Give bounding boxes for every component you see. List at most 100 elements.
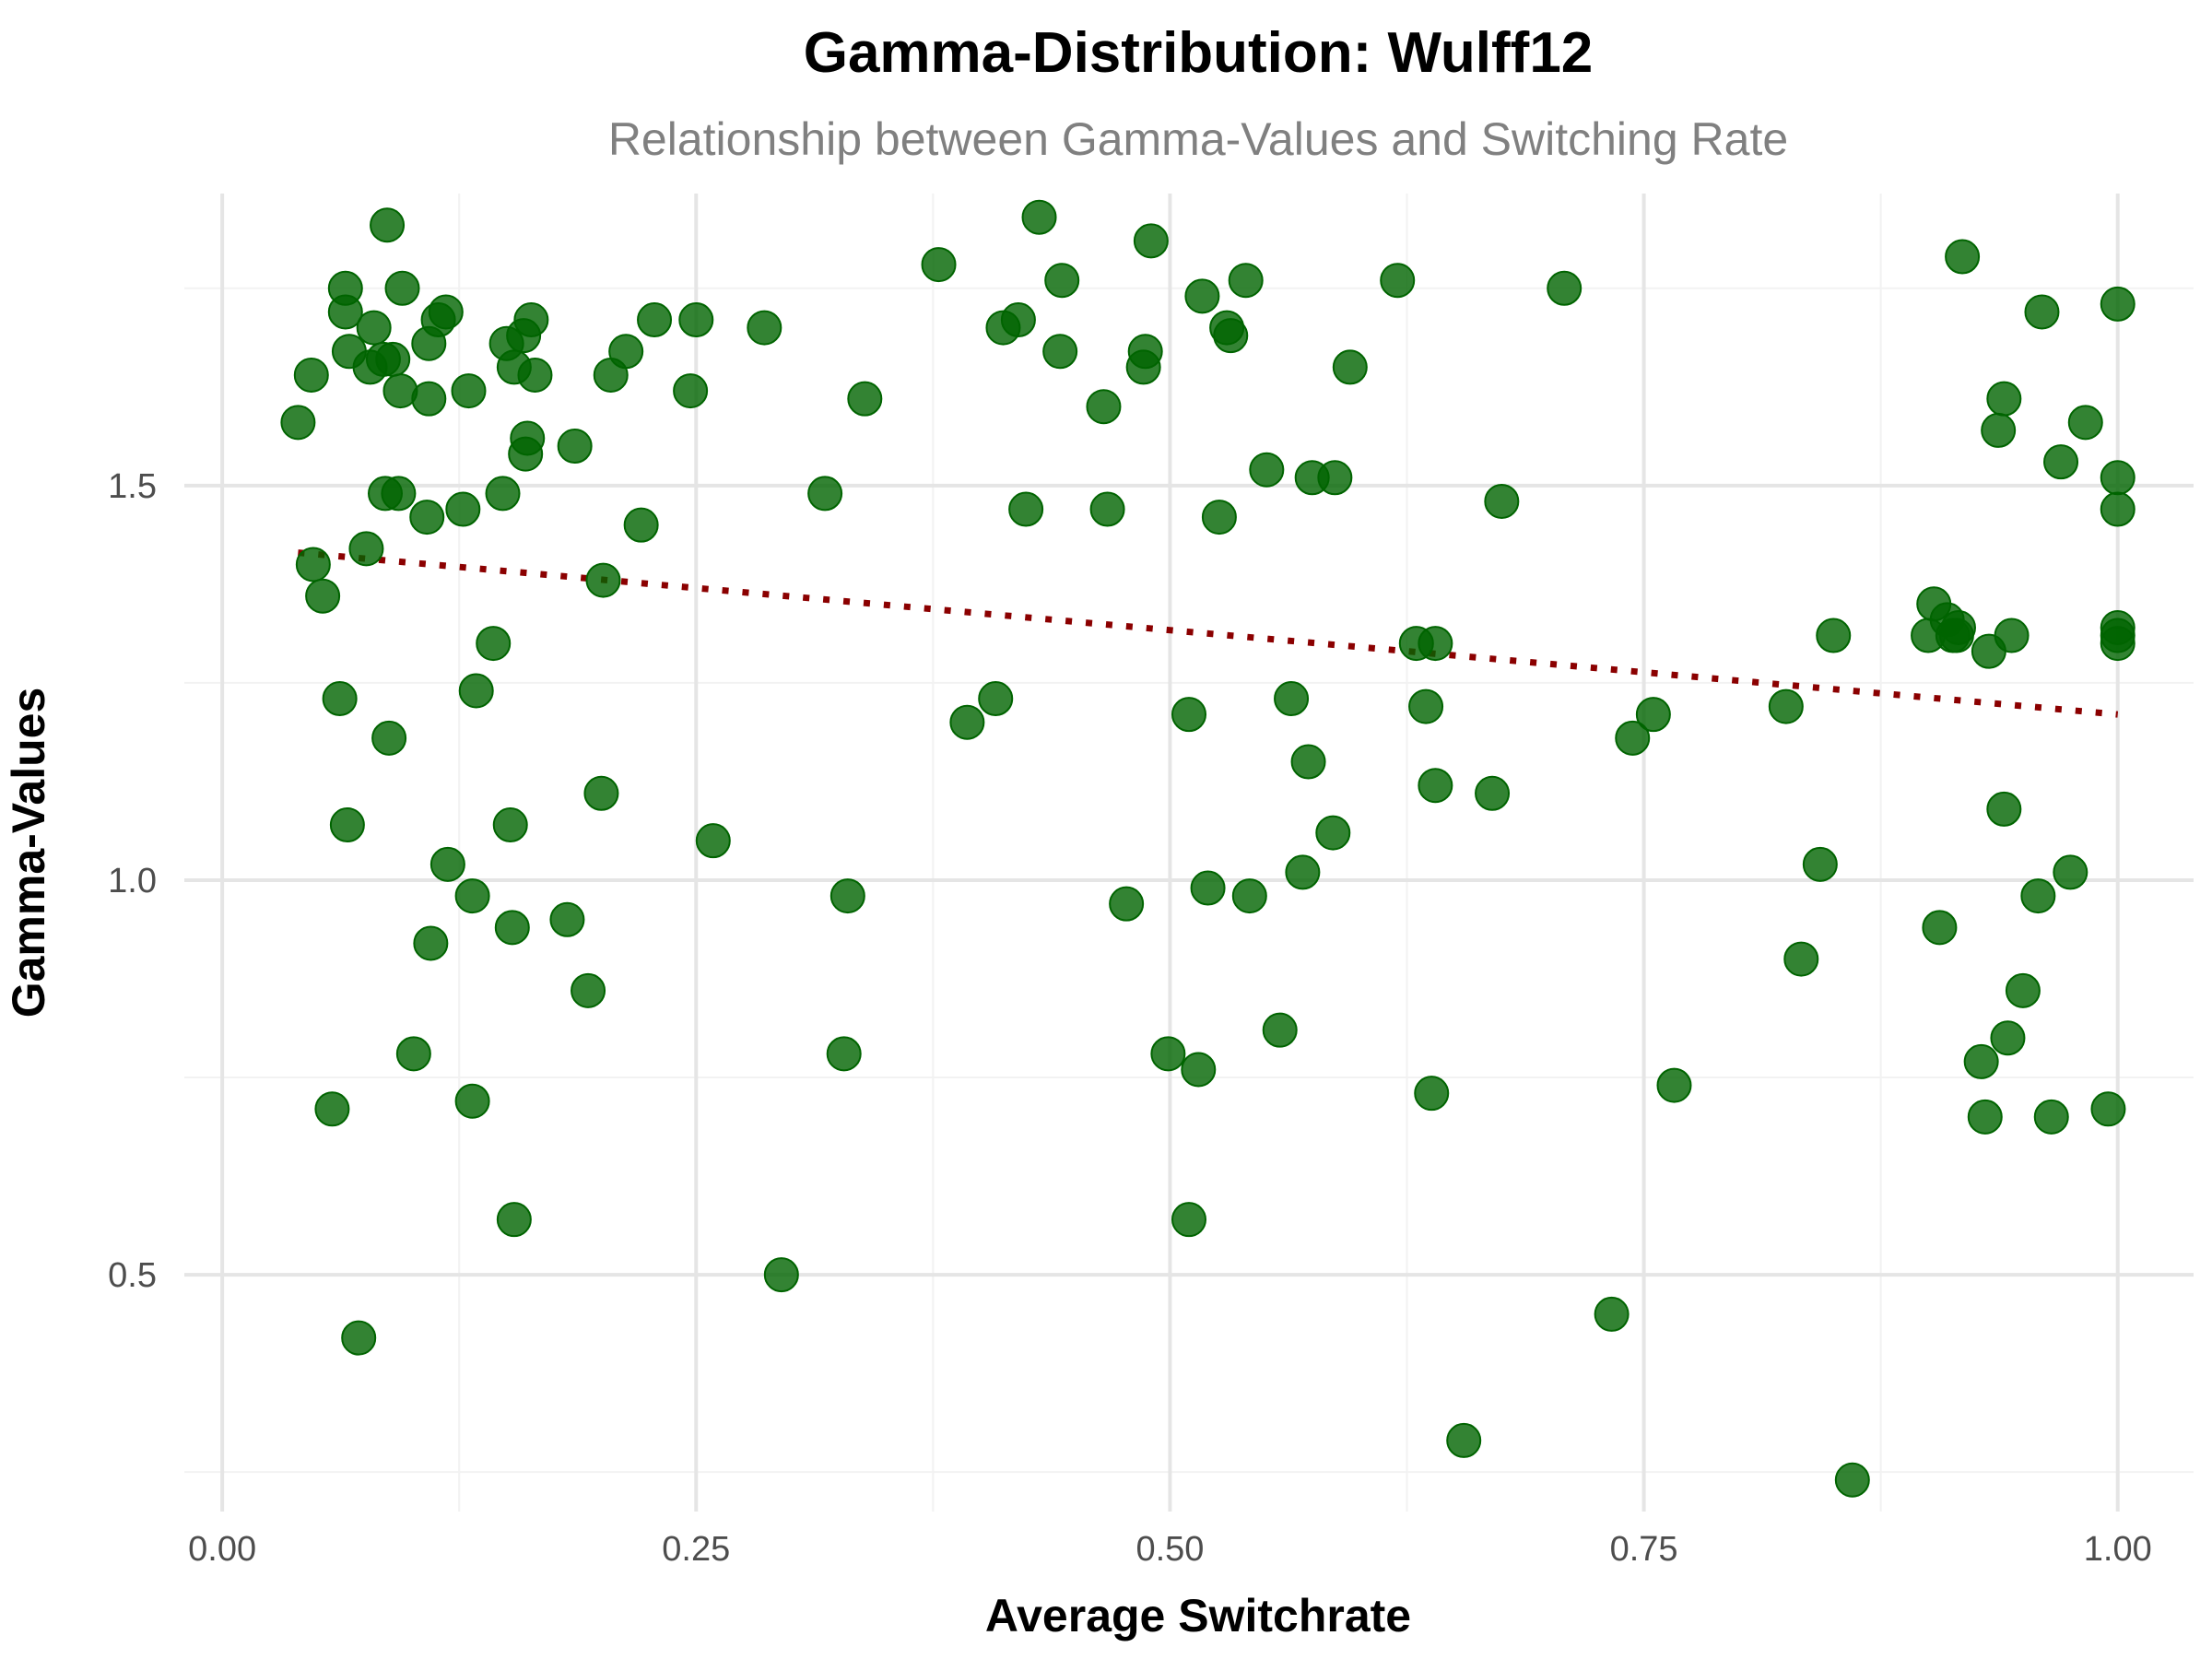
data-point (1816, 618, 1852, 653)
x-axis-title: Average Switchrate (985, 1590, 1411, 1641)
data-point (1042, 334, 1078, 370)
data-point (348, 531, 384, 567)
data-point (1594, 1296, 1630, 1332)
chart-title: Gamma-Distribution: Wulff12 (803, 21, 1594, 85)
data-point (1834, 1462, 1870, 1498)
data-point (454, 878, 490, 914)
data-point (695, 823, 731, 859)
data-point (429, 846, 465, 882)
data-point (1228, 263, 1264, 299)
data-point (1317, 460, 1353, 496)
y-axis-ticks: 0.5 1.0 1.5 (108, 467, 157, 1295)
data-point (1418, 626, 1453, 662)
data-point (1190, 870, 1226, 906)
data-point (1021, 199, 1057, 235)
data-point (1380, 263, 1416, 299)
data-point (807, 476, 843, 512)
x-tick-label: 0.50 (1135, 1530, 1204, 1569)
data-point (571, 972, 606, 1008)
data-point (428, 294, 464, 330)
data-point (2100, 626, 2136, 662)
x-tick-label: 1.00 (2084, 1530, 2152, 1569)
data-point (1290, 744, 1326, 780)
data-point (1922, 910, 1958, 946)
data-point (2005, 972, 2041, 1008)
data-point (411, 381, 447, 417)
data-point (305, 578, 341, 614)
data-point (1768, 688, 1804, 724)
data-point (413, 925, 449, 961)
x-tick-label: 0.00 (188, 1530, 256, 1569)
x-tick-label: 0.25 (662, 1530, 730, 1569)
y-axis-title: Gamma-Values (3, 688, 54, 1018)
data-point (623, 507, 659, 543)
data-point (496, 1202, 532, 1238)
data-point (1089, 491, 1125, 527)
data-point (2100, 460, 2136, 496)
data-point (409, 500, 445, 535)
y-tick-label: 1.5 (108, 467, 157, 506)
data-point (1181, 1052, 1217, 1088)
x-axis-ticks: 0.00 0.25 0.50 0.75 1.00 (188, 1530, 2152, 1569)
data-point (1315, 815, 1351, 851)
data-point (1249, 452, 1285, 488)
data-point (1231, 878, 1267, 914)
data-point (494, 910, 530, 946)
data-point (371, 720, 407, 756)
data-point (921, 247, 957, 283)
data-point (2024, 294, 2060, 330)
data-point (2053, 854, 2088, 890)
chart-subtitle: Relationship between Gamma-Values and Sw… (607, 113, 1789, 165)
data-point (280, 405, 316, 441)
data-point (1184, 278, 1220, 314)
data-point (583, 775, 619, 811)
data-point (1000, 302, 1036, 338)
data-point (2100, 491, 2136, 527)
data-point (1635, 697, 1671, 733)
y-tick-label: 0.5 (108, 1256, 157, 1295)
data-point (1994, 618, 2030, 653)
data-point (2033, 1099, 2069, 1135)
data-point (295, 547, 331, 582)
data-point (747, 310, 782, 346)
data-point (492, 807, 528, 843)
data-point (1945, 239, 1981, 275)
data-point (1127, 334, 1163, 370)
data-point (1414, 1076, 1450, 1112)
data-points (280, 199, 2136, 1498)
data-point (451, 373, 487, 409)
data-point (1418, 768, 1453, 804)
data-point (1044, 263, 1080, 299)
data-point (1802, 846, 1838, 882)
data-point (1171, 1202, 1206, 1238)
data-point (375, 341, 411, 377)
data-point (678, 302, 714, 338)
data-point (1171, 697, 1206, 733)
data-point (329, 807, 365, 843)
data-point (1967, 1099, 2003, 1135)
data-point (1408, 688, 1444, 724)
data-point (1213, 318, 1249, 354)
data-point (1150, 1036, 1186, 1072)
data-point (395, 1036, 431, 1072)
data-point (1109, 886, 1145, 922)
y-tick-label: 1.0 (108, 862, 157, 900)
data-point (513, 302, 549, 338)
data-point (458, 673, 494, 709)
data-point (2090, 1091, 2126, 1127)
data-point (585, 562, 621, 598)
data-point (847, 381, 883, 417)
data-point (322, 681, 358, 717)
data-point (327, 294, 363, 330)
data-point (454, 1083, 490, 1119)
data-point (370, 207, 406, 243)
data-point (608, 334, 644, 370)
data-point (1086, 389, 1122, 425)
data-point (1783, 941, 1819, 977)
data-point (1547, 270, 1583, 306)
x-tick-label: 0.75 (1610, 1530, 1678, 1569)
data-point (830, 878, 865, 914)
data-point (293, 357, 329, 393)
data-point (1940, 609, 1976, 645)
